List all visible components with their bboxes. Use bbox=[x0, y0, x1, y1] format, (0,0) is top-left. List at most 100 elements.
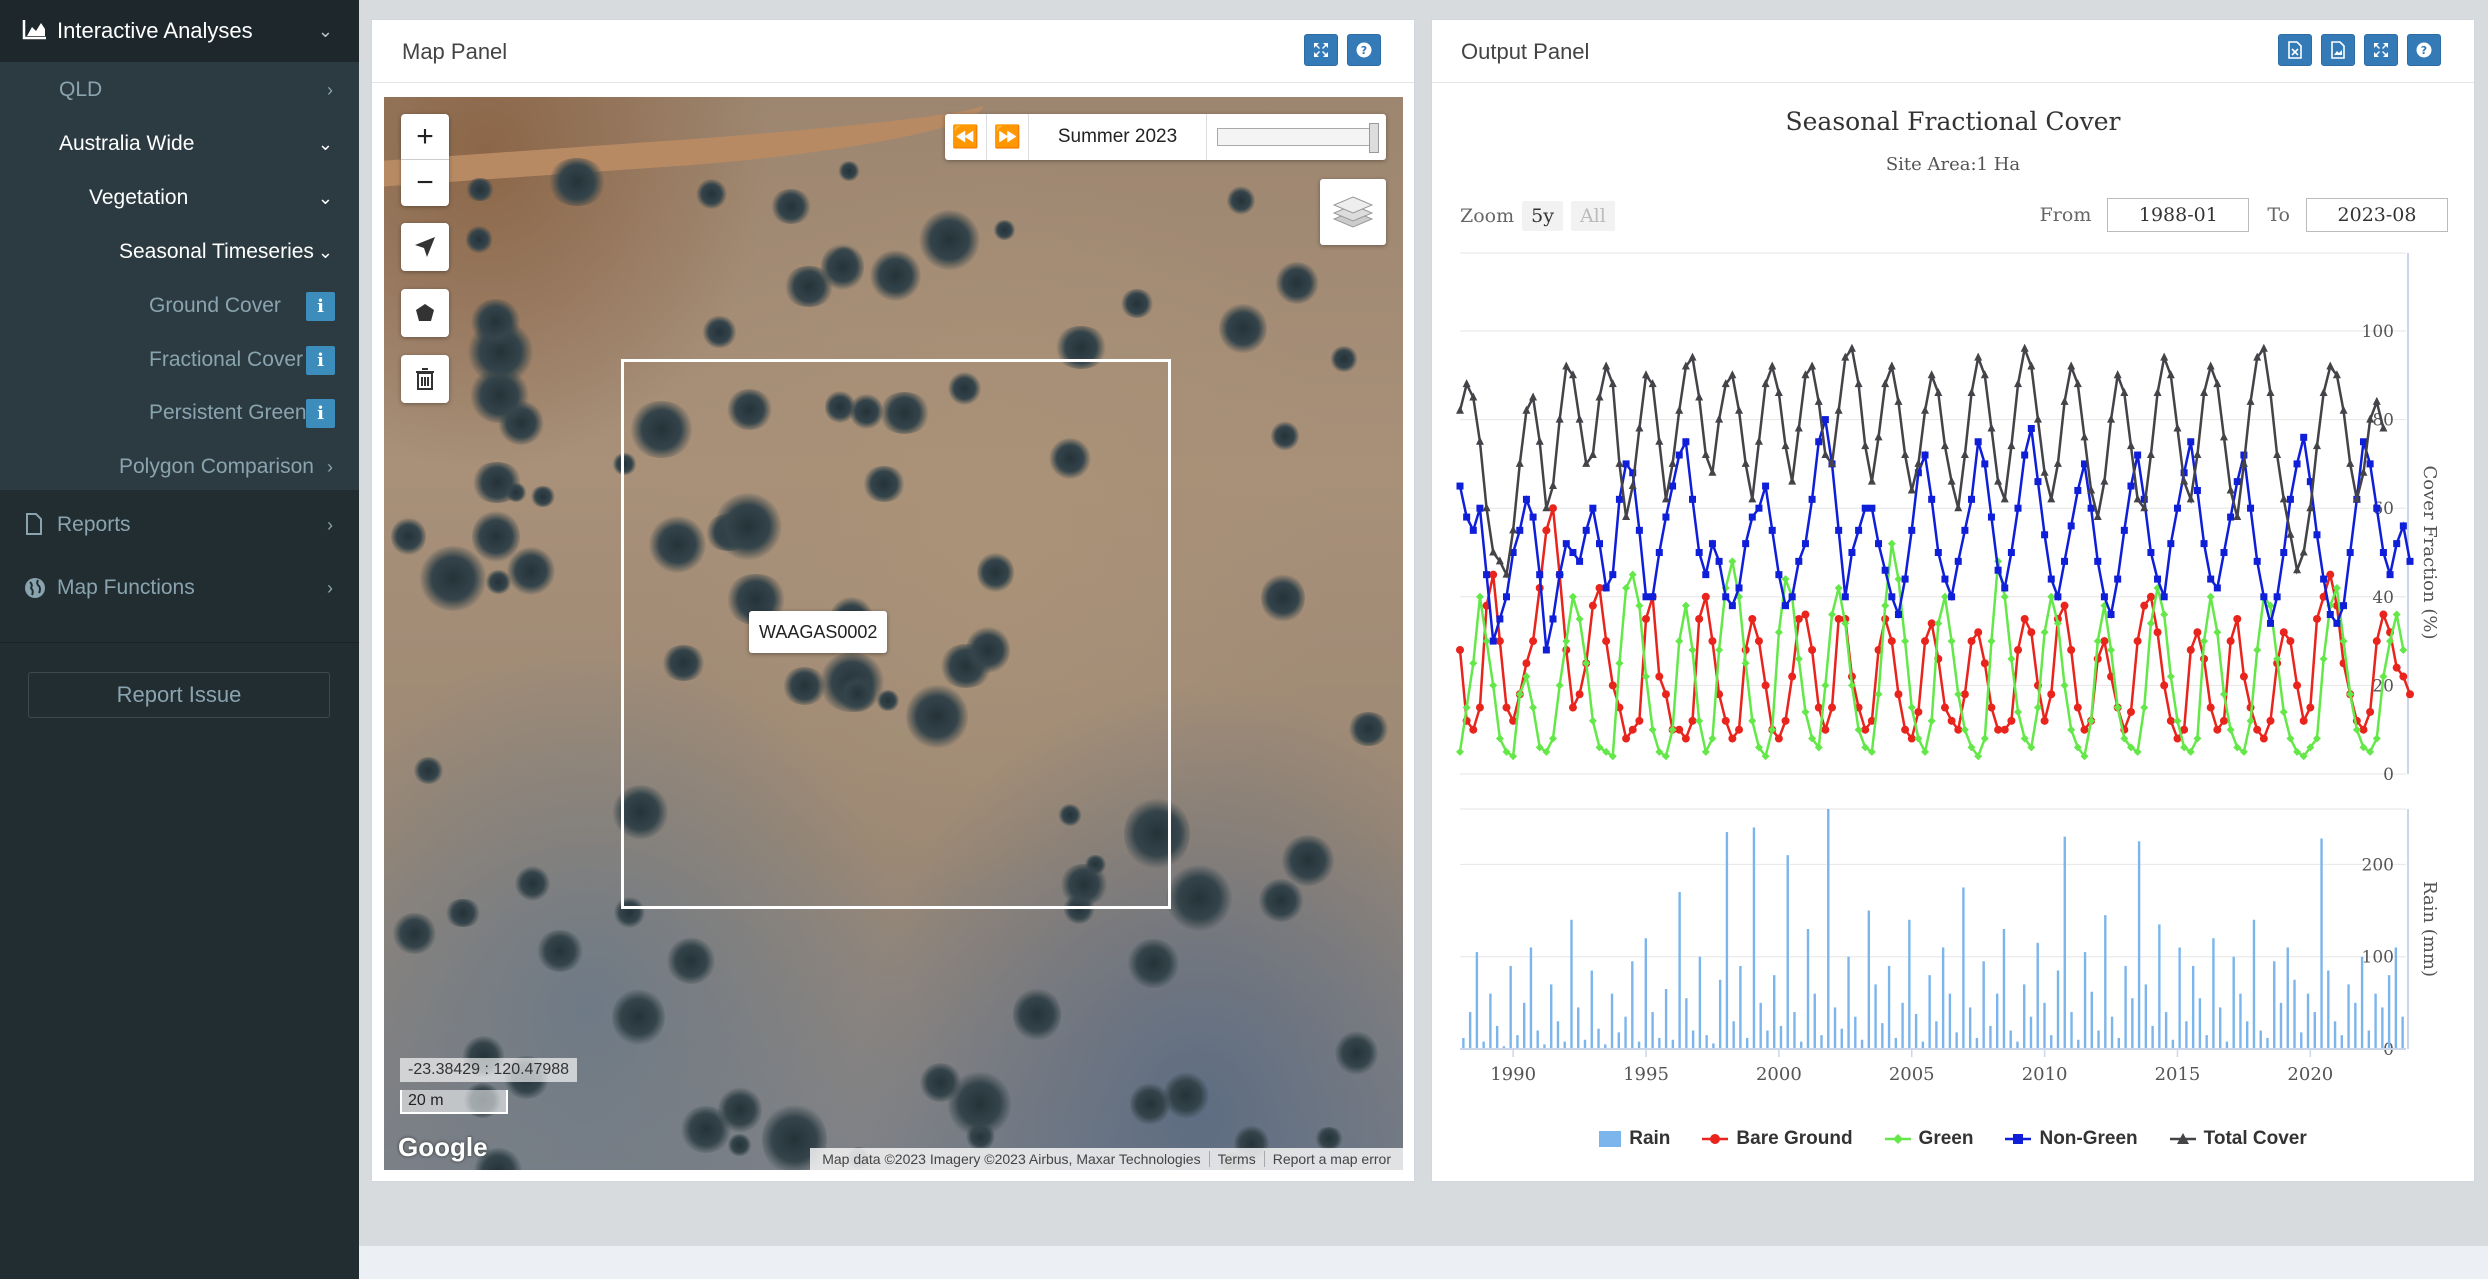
trash-icon[interactable] bbox=[401, 355, 449, 403]
shrub bbox=[392, 913, 438, 955]
legend-item-bare-ground[interactable]: Bare Ground bbox=[1702, 1128, 1853, 1150]
polygon-draw-icon[interactable] bbox=[401, 289, 449, 337]
time-slider[interactable] bbox=[1217, 123, 1379, 153]
data-point bbox=[1482, 503, 1491, 512]
rain-bar bbox=[1806, 929, 1810, 1049]
zoom-in-button[interactable]: + bbox=[401, 114, 449, 160]
zoom-out-button[interactable]: − bbox=[416, 166, 434, 199]
data-point bbox=[2286, 495, 2294, 503]
data-point bbox=[1542, 526, 1551, 535]
help-icon[interactable]: ? bbox=[2407, 34, 2441, 66]
rain-bar bbox=[1935, 1021, 1938, 1049]
rain-bar bbox=[1766, 1030, 1769, 1049]
data-point bbox=[2392, 663, 2401, 672]
rain-bar bbox=[1854, 1016, 1857, 1049]
data-point bbox=[1987, 513, 1995, 521]
export-excel-icon[interactable] bbox=[2278, 34, 2312, 66]
data-point bbox=[1502, 703, 1511, 712]
legend-item-green[interactable]: Green bbox=[1884, 1128, 1973, 1150]
data-point bbox=[1967, 637, 1976, 646]
data-point bbox=[2153, 628, 2162, 637]
sidebar-item-reports[interactable]: Reports › bbox=[0, 505, 359, 545]
locate-icon[interactable] bbox=[401, 223, 449, 271]
rain-bar bbox=[1793, 1012, 1796, 1049]
data-point bbox=[1456, 747, 1464, 756]
rain-bar bbox=[2023, 984, 2026, 1049]
data-point bbox=[2080, 432, 2089, 441]
data-point bbox=[1595, 743, 1604, 752]
data-point bbox=[1602, 584, 1610, 592]
sidebar-item-ground-cover[interactable]: Ground Cover i bbox=[0, 286, 359, 326]
data-point bbox=[1542, 646, 1550, 654]
shrub bbox=[469, 367, 530, 423]
data-point bbox=[2047, 690, 2056, 699]
data-point bbox=[2219, 716, 2228, 725]
help-icon[interactable]: ? bbox=[1347, 34, 1381, 66]
layers-icon[interactable] bbox=[1320, 179, 1386, 245]
rain-bar bbox=[1671, 1039, 1675, 1049]
rain-bar bbox=[2144, 984, 2148, 1049]
site-polygon[interactable] bbox=[621, 359, 1171, 909]
export-image-icon[interactable] bbox=[2321, 34, 2355, 66]
zoom-all-button[interactable]: All bbox=[1570, 201, 1615, 231]
expand-icon[interactable] bbox=[1304, 34, 1338, 66]
sidebar-item-seasonal-timeseries[interactable]: Seasonal Timeseries ⌄ bbox=[0, 232, 359, 272]
x-tick-label: 2015 bbox=[2155, 1064, 2201, 1085]
sidebar-item-qld[interactable]: QLD › bbox=[0, 70, 359, 110]
map-canvas[interactable]: WAAGAS0002 + − ⏪ ⏩ Summer 2023 -23.38429… bbox=[384, 97, 1403, 1170]
expand-icon[interactable] bbox=[2364, 34, 2398, 66]
data-point bbox=[1875, 540, 1883, 548]
legend-item-rain[interactable]: Rain bbox=[1599, 1128, 1670, 1150]
info-icon[interactable]: i bbox=[306, 291, 335, 321]
sidebar-item-interactive-analyses[interactable]: Interactive Analyses ⌄ bbox=[0, 0, 359, 62]
terms-link[interactable]: Terms bbox=[1208, 1151, 1264, 1167]
shrub bbox=[875, 689, 901, 711]
sidebar-item-polygon-comparison[interactable]: Polygon Comparison › bbox=[0, 447, 359, 487]
sidebar-item-persistent-green[interactable]: Persistent Green i bbox=[0, 393, 359, 433]
report-map-error-link[interactable]: Report a map error bbox=[1263, 1151, 1399, 1167]
data-point bbox=[1974, 628, 1983, 637]
sidebar-item-fractional-cover[interactable]: Fractional Cover i bbox=[0, 340, 359, 380]
data-point bbox=[1675, 637, 1684, 646]
data-point bbox=[1728, 370, 1737, 379]
fast-forward-icon[interactable]: ⏩ bbox=[987, 114, 1029, 160]
y-axis-title: Rain (mm) bbox=[2419, 881, 2440, 977]
data-point bbox=[1715, 414, 1724, 423]
sidebar-item-vegetation[interactable]: Vegetation ⌄ bbox=[0, 178, 359, 218]
data-point bbox=[1575, 690, 1584, 699]
rewind-icon[interactable]: ⏪ bbox=[945, 114, 987, 160]
data-point bbox=[1814, 396, 1823, 405]
slider-thumb[interactable] bbox=[1369, 123, 1379, 153]
data-point bbox=[1655, 549, 1663, 556]
data-point bbox=[1815, 438, 1823, 446]
legend-item-total-cover[interactable]: Total Cover bbox=[2169, 1128, 2307, 1150]
rain-bar bbox=[1502, 1046, 1506, 1049]
data-point bbox=[1855, 526, 1863, 534]
data-point bbox=[2054, 593, 2062, 601]
data-point bbox=[1814, 743, 1823, 752]
rain-bar bbox=[2367, 1030, 2371, 1049]
data-point bbox=[2167, 540, 2175, 548]
data-point bbox=[1688, 716, 1697, 725]
zoom-5y-button[interactable]: 5y bbox=[1522, 201, 1563, 231]
data-point bbox=[2233, 743, 2242, 752]
data-point bbox=[2193, 486, 2201, 494]
report-issue-button[interactable]: Report Issue bbox=[28, 672, 330, 718]
data-point bbox=[1788, 672, 1797, 681]
data-point bbox=[1748, 614, 1757, 623]
y-tick-label: 100 bbox=[2362, 322, 2394, 342]
data-point bbox=[1735, 725, 1744, 734]
data-point bbox=[2386, 637, 2395, 646]
sidebar-item-map-functions[interactable]: Map Functions › bbox=[0, 568, 359, 608]
to-date-input[interactable]: 2023-08 bbox=[2306, 198, 2448, 232]
info-icon[interactable]: i bbox=[306, 398, 335, 428]
from-date-input[interactable]: 1988-01 bbox=[2107, 198, 2250, 232]
data-point bbox=[1536, 571, 1544, 579]
legend-item-non-green[interactable]: Non-Green bbox=[2005, 1128, 2138, 1150]
shrub bbox=[536, 929, 585, 973]
sidebar-item-australia-wide[interactable]: Australia Wide ⌄ bbox=[0, 124, 359, 164]
data-point bbox=[2359, 725, 2368, 734]
info-icon[interactable]: i bbox=[306, 345, 335, 375]
shrub bbox=[390, 516, 426, 557]
rain-bar bbox=[2232, 956, 2235, 1049]
